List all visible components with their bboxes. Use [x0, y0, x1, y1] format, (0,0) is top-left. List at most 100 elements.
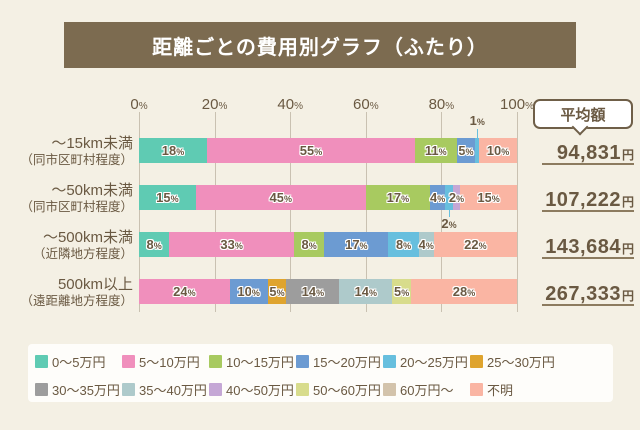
row-label-main: ～500km未満 — [42, 229, 133, 246]
bar-segment: 18% — [139, 138, 208, 163]
percent-sign: % — [138, 101, 148, 112]
percent-value: 1 — [469, 113, 477, 128]
row-label-main: ～50km未満 — [51, 182, 133, 199]
axis-tick-label: 60% — [353, 96, 379, 113]
segment-value-label: 2% — [449, 189, 464, 207]
percent-value: 14 — [354, 283, 369, 299]
percent-sign: % — [401, 193, 410, 204]
percent-value: 15 — [477, 189, 492, 205]
legend-swatch — [209, 354, 222, 368]
legend-swatch — [35, 354, 48, 368]
segment-value-label: 4% — [419, 236, 434, 254]
stacked-bar: 18% 55% 11% 5% 10% — [139, 138, 517, 163]
average-amount-value: 267,333 — [545, 283, 621, 305]
percent-sign: % — [218, 101, 228, 112]
legend-swatch — [35, 382, 48, 396]
percent-sign: % — [438, 146, 447, 157]
legend-label: 10～15万円 — [226, 354, 294, 370]
percent-value: 5 — [269, 283, 277, 299]
legend-item: 0～5万円 — [35, 348, 122, 374]
percent-value: 20 — [201, 96, 219, 113]
percent-value: 33 — [220, 236, 235, 252]
segment-value-label: 17% — [387, 189, 409, 207]
legend-swatch — [383, 354, 396, 368]
row-label-main: ～15km未満 — [51, 135, 133, 152]
average-amount-unit: 円 — [621, 148, 634, 163]
legend-swatch — [122, 382, 135, 396]
label-leader-line — [448, 210, 450, 217]
bar-segment: 5% — [456, 138, 476, 163]
percent-value: 0 — [130, 96, 139, 113]
percent-sign: % — [176, 146, 185, 157]
legend-label: 不明 — [487, 382, 514, 398]
average-amount-unit: 円 — [621, 289, 634, 304]
segment-value-label: 28% — [453, 283, 475, 301]
percent-value: 5 — [394, 283, 402, 299]
axis-tick-label: 0% — [130, 96, 147, 113]
percent-sign: % — [425, 240, 434, 251]
segment-value-label: 4% — [430, 189, 445, 207]
percent-sign: % — [283, 193, 292, 204]
percent-sign: % — [501, 146, 510, 157]
percent-value: 24 — [173, 283, 188, 299]
stacked-bar: 8% 33% 8% 17% 8% 4% 22% — [139, 232, 517, 257]
bar-segment: 22% — [433, 232, 517, 257]
percent-sign: % — [308, 240, 317, 251]
segment-value-label: 8% — [301, 236, 316, 254]
percent-sign: % — [316, 287, 325, 298]
legend-label: 20～25万円 — [400, 354, 468, 370]
segment-value-label: 17% — [345, 236, 367, 254]
bar-segment: 4% — [419, 232, 434, 257]
percent-sign: % — [368, 287, 378, 298]
percent-value: 55 — [299, 142, 315, 158]
legend-item: 不明 — [470, 376, 557, 402]
average-amount-unit: 円 — [621, 242, 634, 257]
percent-sign: % — [170, 193, 179, 204]
bar-segment: 5% — [267, 279, 287, 304]
bar-segment: 4% — [430, 185, 445, 210]
legend-label: 15～20万円 — [313, 354, 381, 370]
row-label: ～15km未満 （同市区町村程度） — [0, 135, 133, 167]
row-label: 500km以上 （遠距離地方程度） — [0, 276, 133, 308]
percent-value: 17 — [386, 189, 402, 205]
legend-item: 20～25万円 — [383, 348, 470, 374]
row-label-sub: （同市区町村程度） — [20, 199, 133, 214]
percent-sign: % — [448, 220, 457, 230]
percent-value: 5 — [458, 142, 466, 158]
row-label-sub: （近隣地方程度） — [32, 246, 133, 261]
percent-value: 8 — [301, 236, 309, 252]
legend-panel: 0～5万円 5～10万円 10～15万円 15～20万円 20～25万円 25～30万円 3… — [28, 344, 613, 402]
percent-value: 4 — [418, 236, 426, 252]
label-leader-line — [477, 129, 479, 138]
bar-segment: 17% — [365, 185, 431, 210]
percent-sign: % — [403, 240, 412, 251]
legend-item: 25～30万円 — [470, 348, 557, 374]
legend-label: 50～60万円 — [313, 382, 381, 398]
bar-segment: 15% — [460, 185, 517, 210]
legend-swatch — [383, 382, 396, 396]
segment-value-label: 5% — [269, 283, 284, 301]
stacked-bar: 24% 10% 5% 14% 14% 5% 28% — [139, 279, 517, 304]
legend-item: 50～60万円 — [296, 376, 383, 402]
bar-segment: 2% — [449, 185, 464, 210]
average-amount: 143,684 円 — [542, 230, 634, 259]
segment-value-label: 15% — [156, 189, 178, 207]
bar-segment: 8% — [388, 232, 419, 257]
percent-sign: % — [525, 101, 534, 112]
legend-item: 60万円～ — [383, 376, 470, 402]
percent-value: 2 — [448, 189, 457, 205]
axis-tick-label: 80% — [429, 96, 455, 113]
legend-swatch — [296, 382, 309, 396]
percent-value: 11 — [424, 142, 439, 158]
segment-value-label: 15% — [477, 189, 499, 207]
segment-value-label: 45% — [269, 189, 291, 207]
average-amount: 94,831 円 — [542, 136, 634, 165]
percent-value: 8 — [395, 236, 404, 252]
row-label: ～500km未満 （近隣地方程度） — [0, 229, 133, 261]
legend-label: 60万円～ — [400, 382, 454, 398]
gridline — [441, 112, 443, 312]
legend-item: 10～15万円 — [209, 348, 296, 374]
percent-value: 10 — [486, 142, 502, 158]
stacked-bar: 15% 45% 17% 4% 2% 15% — [139, 185, 517, 210]
percent-value: 14 — [301, 283, 317, 299]
